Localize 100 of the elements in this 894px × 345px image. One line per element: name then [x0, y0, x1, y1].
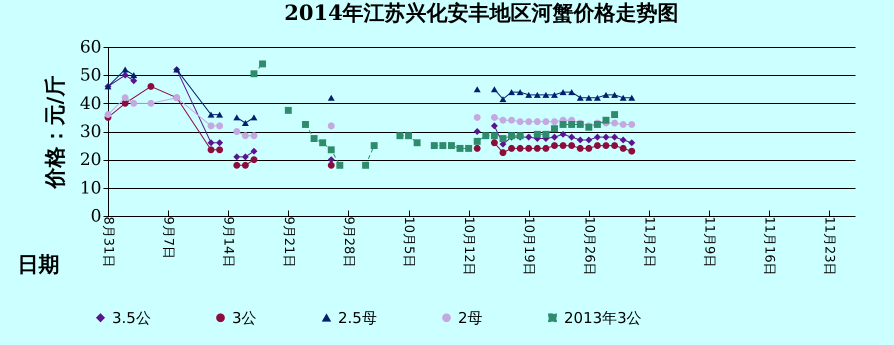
point [602, 142, 610, 150]
point [130, 77, 138, 84]
point [370, 142, 378, 150]
legend-label: 2013年3公 [564, 308, 642, 327]
y-tick-label: 0 [90, 206, 102, 226]
point [490, 122, 498, 130]
point [534, 130, 541, 138]
point [328, 156, 335, 164]
point [628, 148, 636, 155]
point [439, 142, 446, 150]
x-tick-label: 10月5日 [401, 216, 416, 268]
point [594, 94, 601, 101]
point [525, 118, 532, 126]
point [259, 60, 266, 68]
point [490, 139, 498, 146]
y-tick-label: 60 [80, 38, 102, 58]
point [534, 144, 541, 152]
point [396, 132, 404, 140]
point [130, 72, 138, 78]
y-tick-label: 20 [80, 150, 102, 170]
point [594, 134, 601, 141]
point [233, 114, 240, 120]
y-tick-label: 40 [80, 94, 102, 114]
point [611, 92, 618, 98]
point [242, 120, 249, 126]
point [602, 92, 610, 98]
point [250, 132, 258, 140]
point [500, 96, 506, 102]
point [130, 100, 138, 107]
point [620, 144, 627, 152]
point [620, 136, 627, 144]
x-tick-label: 10月26日 [581, 216, 596, 276]
legend-label: 2母 [458, 308, 483, 327]
point [568, 134, 576, 141]
point [208, 112, 214, 118]
point [611, 134, 618, 141]
point [585, 136, 592, 144]
point [250, 114, 258, 120]
point [500, 116, 506, 124]
point [490, 132, 498, 140]
point [576, 136, 584, 144]
x-tick-label: 11月23日 [822, 216, 837, 276]
point [233, 128, 240, 135]
point [534, 92, 541, 98]
point [474, 144, 481, 152]
point [628, 121, 636, 128]
x-tick-label: 11月16日 [762, 216, 777, 276]
point [465, 144, 472, 152]
point [482, 132, 490, 140]
point [500, 149, 506, 156]
point [551, 92, 558, 98]
point [542, 92, 550, 98]
point [568, 142, 576, 150]
point [490, 114, 498, 121]
point [233, 153, 240, 160]
point [456, 144, 464, 152]
point [585, 94, 592, 101]
legend-label: 2.5母 [338, 308, 377, 327]
point [122, 72, 129, 79]
point [551, 134, 558, 141]
point [328, 146, 335, 154]
point [602, 116, 610, 124]
point [516, 89, 524, 96]
point [208, 146, 214, 154]
x-tick-label: 11月2日 [641, 216, 656, 268]
legend-label: 3公 [232, 308, 257, 327]
point [250, 156, 258, 164]
point [542, 144, 550, 152]
legend-label: 3.5公 [112, 308, 151, 327]
x-axis-title: 日期 [18, 252, 60, 276]
point [122, 94, 129, 102]
x-tick-label: 10月19日 [521, 216, 536, 276]
point [430, 142, 438, 150]
point [250, 70, 258, 78]
point [500, 135, 506, 142]
point [611, 142, 618, 150]
point [362, 162, 370, 169]
point [585, 144, 592, 152]
point [611, 111, 618, 118]
x-tick-label: 9月14日 [220, 216, 236, 268]
point [474, 114, 481, 121]
point [602, 134, 610, 141]
y-tick-label: 30 [80, 122, 102, 142]
x-tick-label: 10月12日 [461, 216, 476, 276]
point [284, 106, 292, 114]
point [474, 138, 481, 145]
point [250, 148, 258, 155]
x-tick-label: 9月21日 [280, 216, 296, 268]
x-tick-label: 9月28日 [340, 216, 356, 268]
point [414, 139, 421, 146]
point [525, 134, 532, 141]
point [328, 94, 335, 101]
point [216, 112, 224, 118]
point [516, 118, 524, 126]
y-axis-title: 价格：元/斤 [42, 76, 67, 190]
point [328, 122, 335, 130]
point [620, 121, 627, 128]
point [534, 118, 541, 126]
point [560, 120, 567, 128]
point [208, 122, 214, 130]
